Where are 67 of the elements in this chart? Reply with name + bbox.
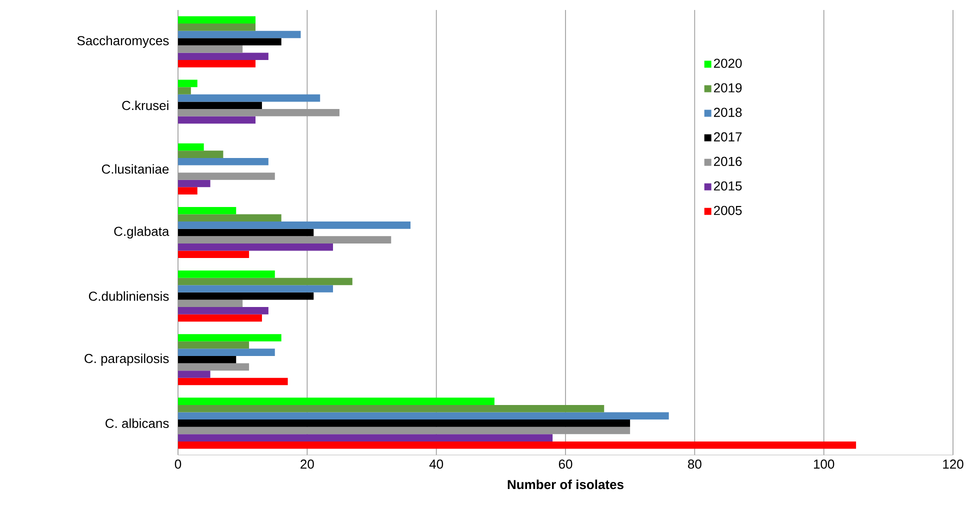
bar bbox=[178, 222, 411, 229]
x-tick-label: 100 bbox=[814, 460, 834, 469]
legend-label: 2005 bbox=[714, 206, 742, 216]
bar bbox=[178, 102, 262, 109]
bar bbox=[178, 80, 198, 88]
bar bbox=[178, 187, 198, 194]
bar bbox=[178, 270, 275, 278]
bar bbox=[178, 441, 856, 449]
bar bbox=[178, 356, 236, 364]
bar bbox=[178, 434, 553, 442]
y-tick-label: C.glabata bbox=[114, 226, 170, 239]
bar bbox=[178, 60, 256, 68]
y-tick-label: C. parapsilosis bbox=[84, 354, 169, 366]
x-tick-label: 120 bbox=[943, 460, 964, 469]
bar bbox=[178, 370, 210, 378]
bar bbox=[178, 243, 334, 251]
y-tick-label: C.krusei bbox=[122, 100, 168, 110]
x-axis-title: Number of isolates bbox=[508, 480, 624, 490]
bar bbox=[178, 52, 268, 60]
bar bbox=[178, 172, 275, 180]
bar bbox=[178, 334, 282, 342]
legend-label: 2019 bbox=[714, 83, 742, 92]
bar bbox=[178, 378, 288, 386]
bar bbox=[178, 348, 275, 356]
bar bbox=[178, 363, 250, 371]
legend-label: 2018 bbox=[714, 108, 742, 117]
bar bbox=[178, 314, 262, 322]
legend-label: 2020 bbox=[714, 58, 742, 68]
bar bbox=[178, 158, 268, 166]
bar bbox=[178, 341, 250, 349]
y-tick-label: C.dubliniensis bbox=[88, 291, 169, 301]
bar bbox=[178, 307, 268, 314]
x-tick-label: 20 bbox=[300, 460, 314, 469]
bar bbox=[178, 412, 669, 420]
bar bbox=[178, 24, 256, 31]
bar bbox=[178, 30, 301, 38]
bar bbox=[178, 250, 250, 258]
legend-label: 2015 bbox=[714, 181, 742, 191]
bar bbox=[178, 300, 243, 308]
bar bbox=[178, 150, 224, 158]
bar bbox=[178, 292, 314, 300]
x-tick-label: 60 bbox=[558, 460, 572, 469]
bar bbox=[178, 38, 282, 46]
bar bbox=[178, 87, 191, 94]
bar bbox=[178, 214, 282, 222]
y-tick-label: C.lusitaniae bbox=[102, 164, 169, 174]
bar bbox=[178, 398, 494, 405]
bar bbox=[178, 206, 236, 214]
bar bbox=[178, 116, 256, 124]
bar bbox=[178, 404, 604, 412]
bar bbox=[178, 420, 630, 427]
x-tick-label: 0 bbox=[174, 460, 182, 469]
y-tick-label: Saccharomyces bbox=[77, 36, 169, 48]
x-tick-label: 80 bbox=[688, 460, 702, 469]
bar bbox=[178, 143, 204, 151]
bar bbox=[178, 45, 243, 53]
bar bbox=[178, 16, 256, 24]
x-tick-label: 40 bbox=[429, 460, 444, 469]
legend-label: 2016 bbox=[714, 156, 742, 166]
bar bbox=[178, 236, 392, 244]
y-tick-label: C. albicans bbox=[106, 418, 169, 428]
bar bbox=[178, 285, 334, 292]
legend-label: 2017 bbox=[714, 132, 742, 142]
bar bbox=[178, 180, 210, 188]
bar bbox=[178, 228, 314, 236]
bar bbox=[178, 94, 320, 102]
bar bbox=[178, 278, 352, 286]
